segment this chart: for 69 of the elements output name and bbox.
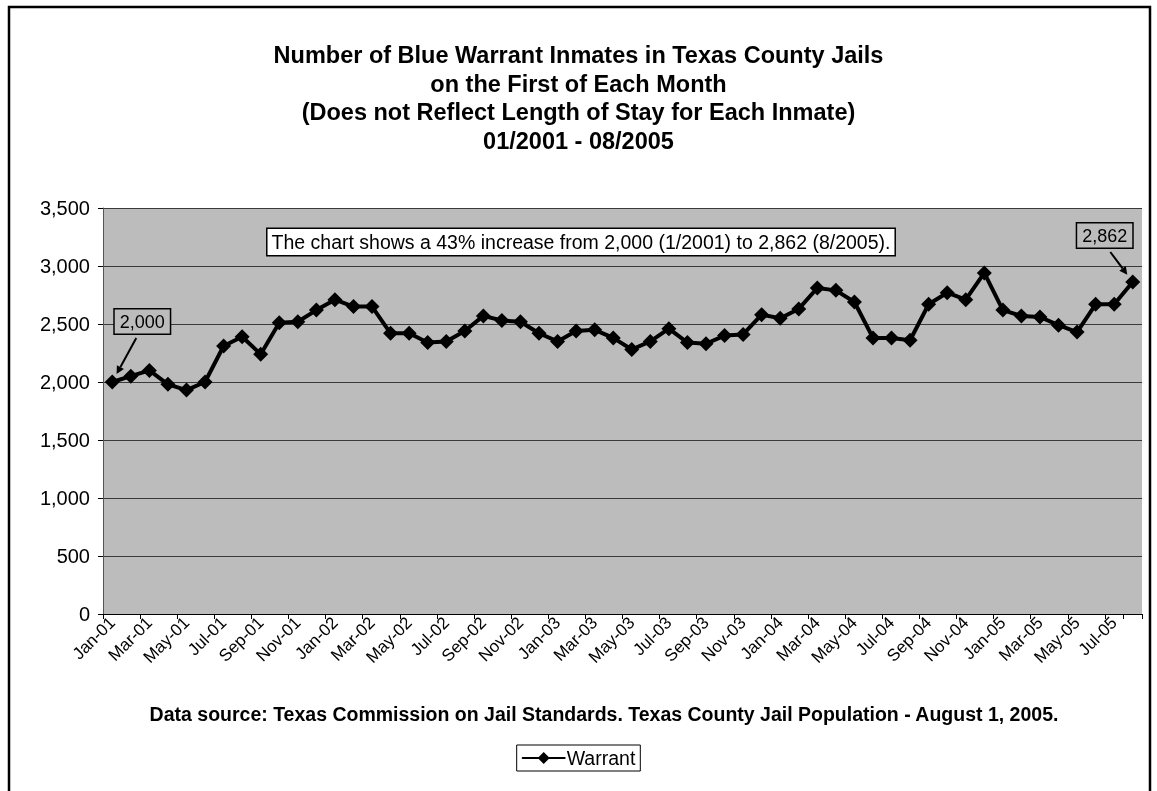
point — [661, 321, 677, 337]
point — [1088, 296, 1104, 312]
point — [178, 382, 194, 398]
point — [308, 302, 324, 318]
point — [438, 333, 454, 349]
legend-label: Warrant — [566, 747, 636, 769]
point — [104, 374, 120, 390]
point — [568, 323, 584, 339]
y-tick-label: 3,000 — [39, 255, 90, 277]
point — [605, 330, 621, 346]
point — [772, 310, 788, 326]
point — [160, 376, 176, 392]
point — [271, 315, 287, 331]
data-label: 2,862 — [1082, 225, 1128, 246]
point — [717, 328, 733, 344]
point — [828, 282, 844, 298]
point — [791, 301, 807, 317]
point — [420, 335, 436, 351]
point — [1125, 274, 1141, 290]
point — [976, 265, 992, 281]
point — [475, 308, 491, 324]
y-tick-label: 2,500 — [39, 313, 90, 335]
y-tick-label: 3,500 — [39, 197, 90, 219]
y-tick-label: 2,000 — [39, 371, 90, 393]
point — [624, 342, 640, 358]
point — [457, 323, 473, 339]
point — [921, 296, 937, 312]
point — [531, 325, 547, 341]
point — [401, 325, 417, 341]
point — [290, 314, 306, 330]
point — [735, 326, 751, 342]
point — [995, 302, 1011, 318]
point — [698, 336, 714, 352]
point — [1106, 296, 1122, 312]
annotation: The chart shows a 43% increase from 2,000 (1/2001) to 2,862 (8/2005). — [271, 231, 891, 253]
point — [754, 307, 770, 323]
point — [865, 330, 881, 346]
source-note: Data source: Texas Commission on Jail Standards. Texas County Jail Population - August 1, 2005. — [149, 703, 1059, 725]
point — [197, 374, 213, 390]
point — [939, 285, 955, 301]
point — [383, 325, 399, 341]
point — [958, 292, 974, 308]
y-tick-label: 1,500 — [39, 429, 90, 451]
point — [902, 332, 918, 348]
data-label: 2,000 — [119, 311, 165, 332]
y-tick-label: 500 — [56, 545, 90, 567]
point — [253, 346, 269, 362]
point — [1032, 309, 1048, 325]
y-tick-label: 1,000 — [39, 487, 90, 509]
point — [884, 330, 900, 346]
point — [216, 338, 232, 354]
point — [1051, 317, 1067, 333]
point — [123, 368, 139, 384]
point — [345, 299, 361, 315]
point — [364, 299, 380, 315]
point — [642, 333, 658, 349]
point — [679, 335, 695, 351]
point — [141, 362, 157, 378]
point — [1069, 324, 1085, 340]
point — [809, 280, 825, 296]
point — [512, 314, 528, 330]
chart-title: Number of Blue Warrant Inmates in Texas County Jails on the First of Each Month (Does not Reflect Length of Stay for Each Inmate) 01/2001 - 08/2005 — [273, 42, 884, 154]
point — [550, 333, 566, 349]
point — [587, 322, 603, 338]
point — [846, 294, 862, 310]
point — [494, 313, 510, 329]
point — [327, 292, 343, 308]
point — [1013, 308, 1029, 324]
point — [234, 329, 250, 345]
